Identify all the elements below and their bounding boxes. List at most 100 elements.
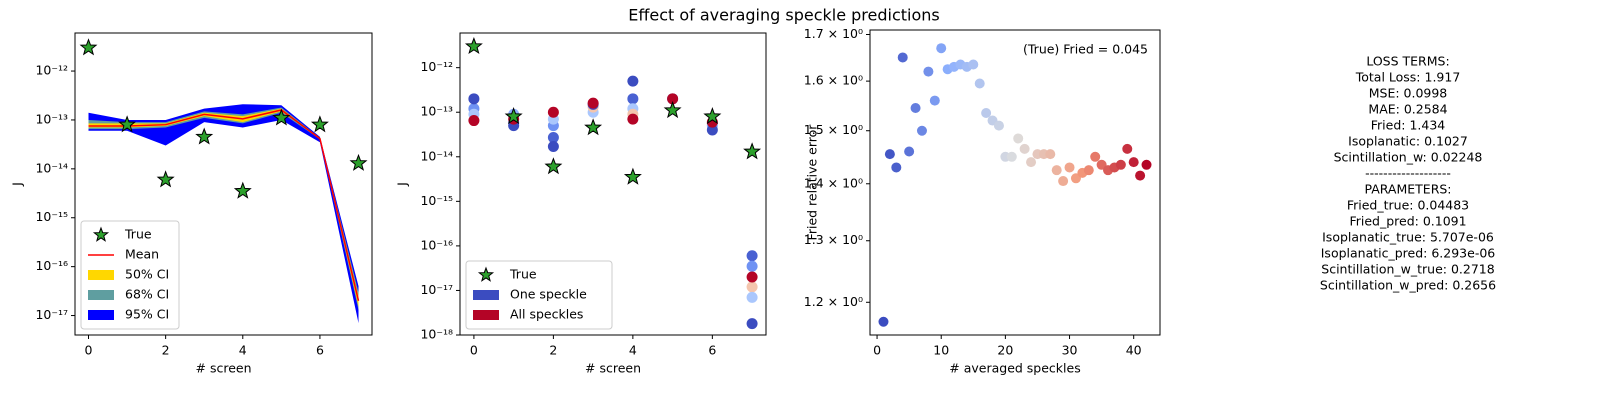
y-tick-label: 10⁻¹⁵ bbox=[420, 193, 453, 208]
star-marker bbox=[544, 157, 563, 175]
panel-line: PARAMETERS: bbox=[1364, 182, 1451, 197]
legend-patch bbox=[88, 270, 114, 280]
scatter-point bbox=[916, 125, 927, 136]
legend-box bbox=[465, 260, 613, 330]
x-tick-label: 40 bbox=[1126, 343, 1142, 358]
star-marker bbox=[233, 181, 252, 199]
legend-label: True bbox=[124, 227, 152, 242]
star-marker bbox=[504, 107, 523, 125]
star-marker bbox=[349, 153, 368, 171]
y-tick-label: 1.5 × 10⁰ bbox=[804, 122, 863, 137]
star-marker bbox=[663, 100, 682, 119]
speckle-point bbox=[746, 281, 758, 293]
scatter-point bbox=[897, 52, 908, 63]
legend-box bbox=[80, 220, 180, 330]
y-tick-label: 10⁻¹⁷ bbox=[420, 282, 453, 297]
y-tick-label: 10⁻¹⁵ bbox=[35, 209, 68, 224]
star-marker bbox=[272, 108, 291, 126]
y-tick-label: 10⁻¹⁶ bbox=[35, 258, 68, 273]
panel-line: MAE: 0.2584 bbox=[1368, 102, 1447, 117]
star-marker bbox=[156, 170, 175, 188]
legend-label: True bbox=[509, 267, 537, 282]
scatter-point bbox=[1026, 157, 1037, 168]
panel-line: ------------------- bbox=[1365, 166, 1451, 181]
x-tick-label: 2 bbox=[549, 343, 557, 358]
figure-title: Effect of averaging speckle predictions bbox=[628, 6, 940, 25]
scatter-point bbox=[1128, 157, 1139, 168]
dot-marker bbox=[468, 115, 480, 127]
scatter-point bbox=[1064, 162, 1075, 173]
panel-line: Isoplanatic: 0.1027 bbox=[1348, 134, 1468, 149]
y-tick-label: 10⁻¹⁷ bbox=[35, 307, 68, 322]
scatter-point bbox=[1058, 176, 1069, 187]
scatter-point bbox=[968, 59, 979, 70]
legend-label: All speckles bbox=[510, 307, 583, 322]
x-tick-label: 20 bbox=[997, 343, 1013, 358]
scatter-point bbox=[974, 78, 985, 89]
legend-label: One speckle bbox=[510, 287, 587, 302]
x-tick-label: 0 bbox=[85, 343, 93, 358]
scatter-point bbox=[1019, 143, 1030, 154]
panel-line: LOSS TERMS: bbox=[1366, 54, 1449, 69]
star-marker bbox=[118, 115, 137, 133]
scatter-point bbox=[904, 146, 915, 157]
dot-marker bbox=[547, 106, 559, 118]
panel-line: Isoplanatic_pred: 6.293e-06 bbox=[1321, 246, 1496, 261]
y-tick-label: 10⁻¹⁸ bbox=[420, 327, 453, 342]
panel-line: Total Loss: 1.917 bbox=[1355, 70, 1461, 85]
legend-label: 95% CI bbox=[125, 307, 169, 322]
scatter-point bbox=[884, 149, 895, 160]
mean-line bbox=[88, 109, 360, 301]
speckle-point bbox=[746, 260, 758, 272]
scatter-point bbox=[878, 316, 889, 327]
y-tick-label: 10⁻¹⁶ bbox=[420, 237, 453, 252]
y-tick-label: 1.3 × 10⁰ bbox=[804, 232, 863, 247]
panel-line: MSE: 0.0998 bbox=[1369, 86, 1448, 101]
scatter-point bbox=[1135, 170, 1146, 181]
dot-marker bbox=[587, 97, 599, 109]
y-tick-label: 10⁻¹² bbox=[420, 59, 453, 74]
scatter-point bbox=[923, 66, 934, 77]
panel-line: Fried: 1.434 bbox=[1371, 118, 1446, 133]
y-tick-label: 10⁻¹⁴ bbox=[420, 148, 453, 163]
annotation: (True) Fried = 0.045 bbox=[1023, 42, 1148, 57]
star-marker bbox=[310, 115, 329, 133]
speckle-point bbox=[746, 291, 758, 303]
scatter-point bbox=[981, 108, 992, 119]
dot-marker bbox=[746, 271, 758, 283]
y-axis-label: J bbox=[395, 182, 410, 187]
x-tick-label: 4 bbox=[239, 343, 247, 358]
speckle-point bbox=[547, 132, 559, 144]
speckle-point bbox=[746, 250, 758, 262]
axes-frame bbox=[869, 29, 1161, 336]
dot-marker bbox=[627, 75, 639, 87]
legend-patch bbox=[473, 310, 499, 320]
star-marker bbox=[743, 142, 762, 160]
star-marker bbox=[464, 36, 483, 55]
dot-marker bbox=[706, 124, 718, 136]
x-tick-label: 4 bbox=[629, 343, 637, 358]
y-axis-label: Fried relative error bbox=[805, 124, 820, 241]
x-axis-label: # screen bbox=[196, 361, 252, 376]
legend-label: Mean bbox=[125, 247, 159, 262]
speckle-point bbox=[627, 93, 639, 105]
star-marker bbox=[195, 127, 214, 145]
scatter-point bbox=[929, 95, 940, 106]
scatter-point bbox=[1122, 143, 1133, 154]
dot-marker bbox=[547, 141, 559, 153]
x-axis-label: # screen bbox=[585, 361, 641, 376]
scatter-point bbox=[1083, 165, 1094, 176]
dot-marker bbox=[468, 93, 480, 105]
star-marker bbox=[584, 118, 603, 136]
legend-label: 68% CI bbox=[125, 287, 169, 302]
panel-line: Scintillation_w_true: 0.2718 bbox=[1321, 262, 1494, 277]
legend-star bbox=[92, 226, 110, 242]
panel-line: Scintillation_w: 0.02248 bbox=[1334, 150, 1483, 165]
dot-marker bbox=[746, 318, 758, 330]
legend-patch bbox=[88, 290, 114, 300]
legend-star bbox=[477, 266, 495, 282]
y-tick-label: 1.2 × 10⁰ bbox=[804, 294, 863, 309]
y-axis-label: J bbox=[10, 182, 25, 187]
dot-marker bbox=[667, 93, 679, 105]
dot-marker bbox=[627, 113, 639, 125]
